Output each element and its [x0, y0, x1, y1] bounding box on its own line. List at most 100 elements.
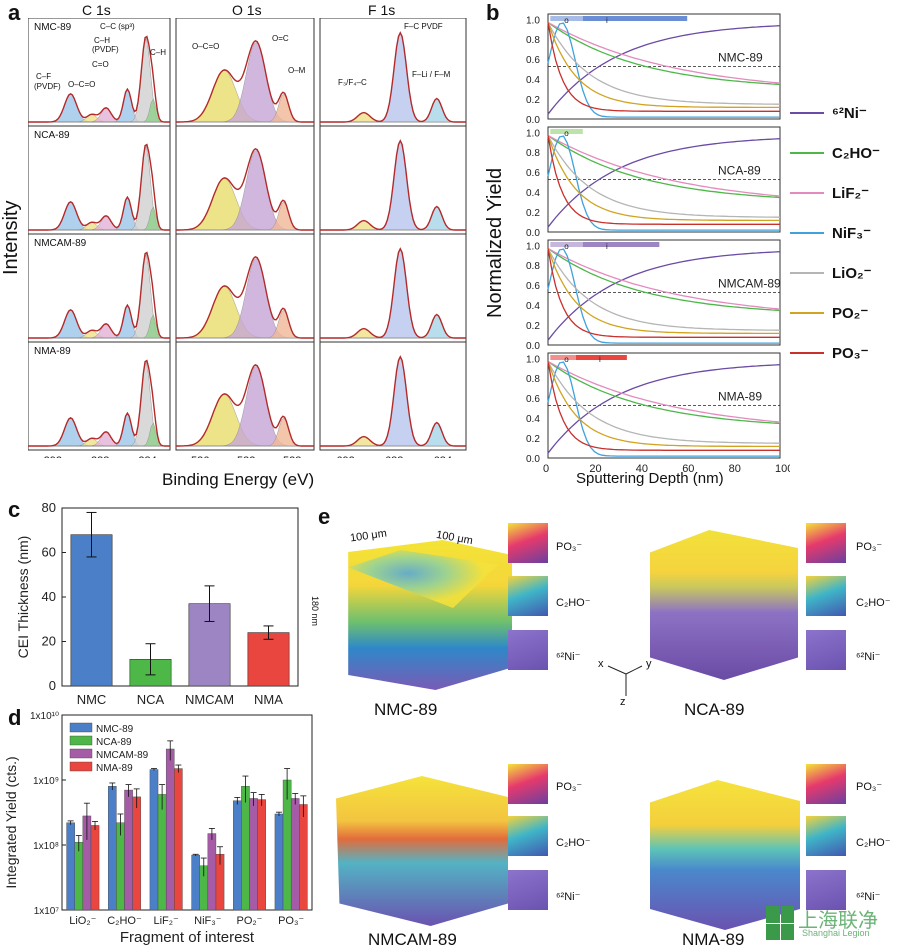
mini-cube-ni — [508, 630, 548, 670]
depth-bar-o-label: o — [564, 16, 569, 25]
mini-cube-po3 — [508, 523, 548, 563]
depth-profile-curve — [547, 251, 781, 341]
chart-d-bar — [233, 800, 242, 911]
xps-envelope — [320, 355, 466, 447]
depth-profile-curve — [547, 22, 780, 109]
mini-label: PO₃⁻ — [856, 541, 883, 553]
depth-bar-i-label: i — [599, 355, 601, 364]
legend-entry: LiO₂⁻ — [790, 264, 872, 282]
cei-thickness-chart: 0 20 40 60 80 NMC NCA NMCAM NMA CEI Thickness (nm… — [15, 500, 299, 707]
legend-entry: C₂HO⁻ — [790, 144, 880, 162]
cube-label: NCA-89 — [684, 700, 745, 719]
chart-d-xtick-label: PO₃⁻ — [278, 915, 304, 927]
depth-ytick-label: 0.2 — [526, 95, 540, 106]
mini-label: PO₃⁻ — [556, 781, 583, 793]
cube-nma-89 — [650, 780, 800, 930]
mini-cube-c2ho — [806, 576, 846, 616]
mini-cube-po3 — [806, 764, 846, 804]
axis-y-label: y — [646, 658, 652, 670]
depth-row-label: NMA-89 — [718, 389, 762, 403]
chart-d-bar — [191, 854, 200, 911]
xps-envelope — [176, 147, 314, 231]
cube-label: NMC-89 — [374, 700, 438, 719]
depth-ytick-label: 1.0 — [526, 15, 540, 26]
depth-xtick-label: 100 — [775, 463, 790, 475]
depth-bar-o — [550, 129, 583, 134]
mini-label: C₂HO⁻ — [856, 597, 891, 609]
mini-cube-ni — [806, 870, 846, 910]
xps-envelope — [320, 247, 466, 339]
chart-d-frame — [61, 714, 313, 911]
depth-ytick-label: 0.2 — [526, 208, 540, 219]
depth-profile-curve — [547, 361, 780, 448]
depth-ytick-label: 0.6 — [526, 168, 540, 179]
panel-c-label: c — [8, 497, 21, 522]
legend-label: LiO₂⁻ — [832, 265, 872, 282]
peak-label: C–H — [150, 48, 167, 57]
depth-bar-i-label: i — [606, 242, 608, 251]
depth-ytick-label: 0.0 — [526, 454, 540, 465]
depth-profile-curve — [547, 135, 780, 225]
panel-e-label: e — [318, 504, 331, 529]
depth-profile-curve — [547, 21, 781, 86]
xps-envelope — [176, 363, 314, 447]
depth-profile-curve — [547, 134, 781, 199]
legend-swatch — [790, 112, 824, 114]
xps-tick-label: 532 — [237, 455, 255, 458]
depth-profile-curve — [547, 360, 781, 425]
depth-ytick-label: 1.0 — [526, 128, 540, 139]
peak-label: (PVDF) — [34, 82, 61, 91]
legend-swatch — [790, 232, 824, 234]
chart-c-xtick-label: NMA — [254, 692, 283, 707]
depth-row-label: NMC-89 — [718, 50, 763, 64]
depth-ytick-label: 0.4 — [526, 188, 540, 199]
xps-col-title: O 1s — [232, 2, 262, 18]
depth-row-label: NCA-89 — [718, 163, 761, 177]
legend-entry: PO₃⁻ — [790, 344, 869, 362]
xps-col-title: F 1s — [368, 2, 396, 18]
xps-envelope — [28, 143, 170, 231]
chart-c-ytick-label: 0 — [49, 678, 56, 693]
xps-tick-label: 684 — [434, 455, 452, 458]
chart-d-xtick-label: PO₂⁻ — [237, 915, 263, 927]
chart-c-xtick-label: NCA — [137, 692, 165, 707]
chart-d-bar — [157, 794, 167, 911]
chart-d-bar — [207, 833, 217, 911]
xps-row-label: NMA-89 — [34, 346, 71, 357]
cube-nca-89 — [650, 530, 798, 680]
mini-label: ⁶²Ni⁻ — [556, 891, 581, 903]
depth-profile-curve — [547, 247, 781, 312]
xps-subpanel-frame — [319, 341, 467, 451]
chart-d-xtick-label: NiF₃⁻ — [194, 915, 222, 927]
depth-xtick-label: 60 — [682, 463, 694, 475]
depth-ytick-label: 0.4 — [526, 414, 540, 425]
depth-ytick-label: 0.0 — [526, 228, 540, 239]
xps-tick-label: 292 — [44, 455, 62, 458]
legend-label: C₂HO⁻ — [832, 145, 880, 162]
xps-component-peak — [176, 365, 314, 447]
chart-d-bar — [66, 822, 75, 911]
xps-tick-label: 284 — [138, 455, 156, 458]
mini-cube-ni — [806, 630, 846, 670]
chart-d-bar — [249, 798, 258, 911]
chart-d-legend-label: NMC-89 — [96, 724, 134, 735]
chart-d-bar — [257, 799, 266, 911]
chart-d-bar — [274, 813, 284, 911]
xps-envelope — [28, 35, 170, 123]
mini-cube-ni — [508, 870, 548, 910]
depth-bar-i — [582, 16, 688, 21]
depth-ytick-label: 0.0 — [526, 115, 540, 126]
depth-ytick-label: 0.6 — [526, 394, 540, 405]
peak-label: O–C=O — [68, 80, 96, 89]
peak-label: C–H — [94, 36, 111, 45]
mini-label: ⁶²Ni⁻ — [856, 891, 881, 903]
mini-cube-po3 — [806, 523, 846, 563]
xps-subpanel-frame — [175, 341, 315, 451]
depth-profile-curve — [547, 248, 780, 338]
chart-c-ylabel: CEI Thickness (nm) — [15, 536, 31, 659]
xps-envelope — [176, 39, 314, 123]
mini-label: ⁶²Ni⁻ — [856, 651, 881, 663]
chart-d-ytick-label: 1x10⁷ — [34, 906, 60, 917]
peak-label: C–F — [36, 72, 52, 81]
chart-d-legend-swatch — [69, 735, 93, 746]
